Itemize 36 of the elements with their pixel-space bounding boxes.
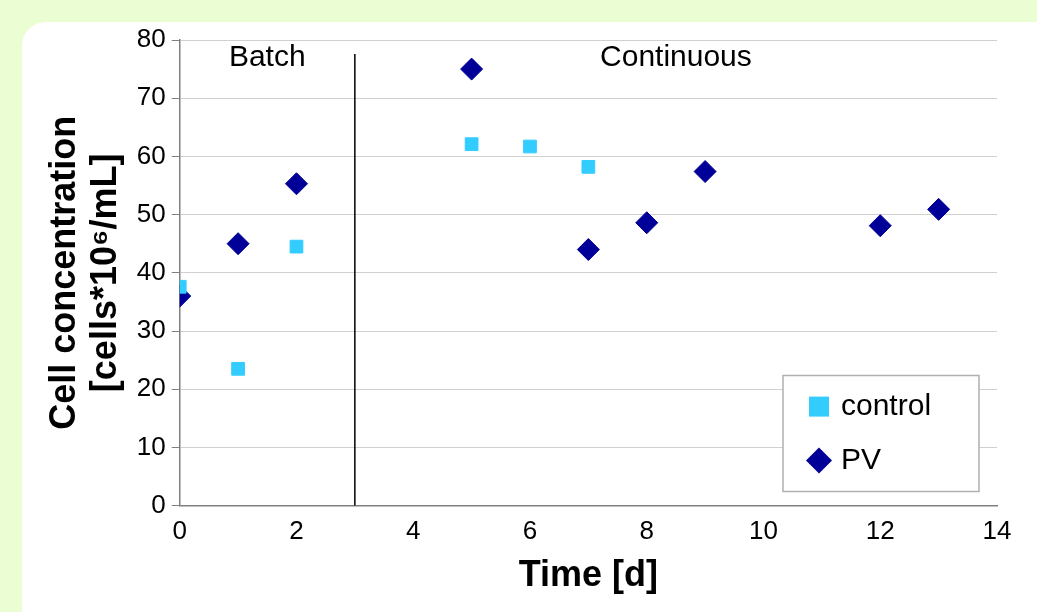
- annotation: Continuous: [600, 39, 752, 73]
- x-tick-label: 2: [289, 515, 304, 546]
- point: [231, 361, 245, 376]
- y-tick-label: 10: [136, 430, 166, 461]
- y-tick-label: 40: [136, 255, 166, 286]
- legend-label: PV: [841, 441, 882, 475]
- y-tick-label: 0: [151, 488, 166, 519]
- point: [523, 139, 537, 154]
- point: [460, 57, 484, 81]
- point: [226, 232, 250, 256]
- point: [635, 211, 659, 235]
- y-tick-label: 70: [136, 81, 166, 112]
- x-tick-label: 10: [749, 515, 778, 546]
- point: [581, 160, 596, 174]
- y-axis-title: Cell concentration [cells*10⁶/mL]: [41, 115, 125, 430]
- point: [927, 197, 951, 221]
- x-tick-label: 14: [982, 515, 1012, 546]
- point: [289, 239, 304, 254]
- y-tick-label: 60: [136, 139, 166, 170]
- x-tick-label: 4: [405, 515, 421, 546]
- y-tick-label: 50: [136, 197, 166, 228]
- x-tick-label: 8: [639, 515, 654, 546]
- x-tick-label: 12: [865, 515, 895, 546]
- x-tick-label: 6: [522, 515, 538, 546]
- x-tick-label: 0: [172, 515, 187, 546]
- point: [284, 172, 308, 196]
- point: [868, 214, 892, 238]
- point: [464, 137, 479, 152]
- y-tick-label: 80: [136, 23, 166, 54]
- annotation: Batch: [228, 39, 306, 73]
- x-axis-title: Time [d]: [518, 553, 659, 595]
- point: [693, 160, 717, 184]
- legend-label: control: [841, 387, 932, 421]
- y-tick-label: 20: [136, 372, 166, 403]
- y-tick-label: 30: [136, 314, 166, 345]
- point: [576, 238, 600, 262]
